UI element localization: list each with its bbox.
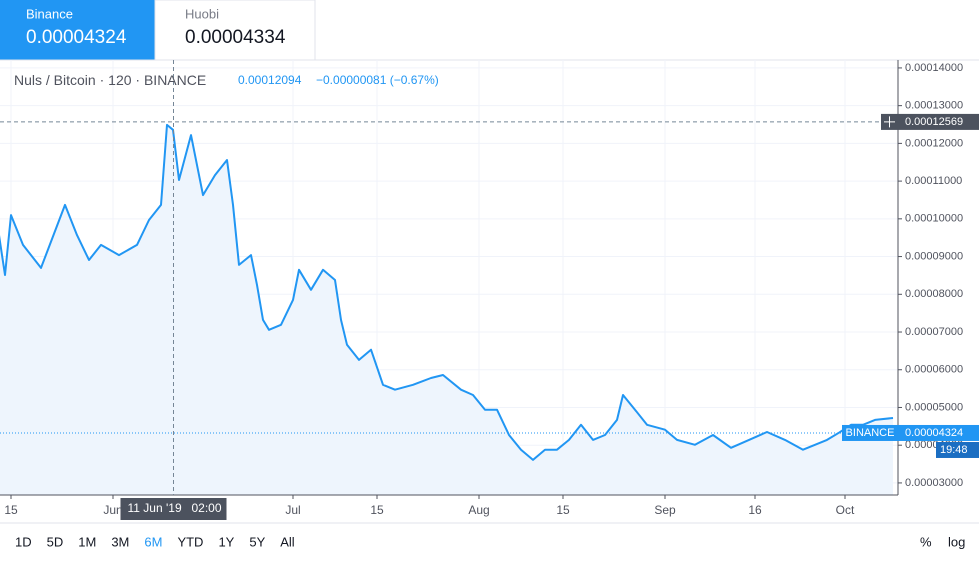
- range-button[interactable]: 5Y: [249, 534, 265, 549]
- range-button[interactable]: All: [280, 534, 295, 549]
- crosshair-price-label: 0.00012569: [905, 116, 963, 128]
- current-time-label: 19:48: [940, 444, 968, 456]
- legend-last: 0.00012094: [238, 73, 302, 87]
- y-tick-label: 0.00003000: [905, 477, 963, 489]
- y-tick-label: 0.00007000: [905, 326, 963, 338]
- exchange-label: BINANCE: [846, 427, 895, 439]
- tab-price: 0.00004324: [26, 27, 127, 48]
- x-tick-label: Oct: [836, 503, 855, 517]
- y-tick-label: 0.00012000: [905, 137, 963, 149]
- y-tick-label: 0.00009000: [905, 250, 963, 262]
- x-tick-label: Aug: [468, 503, 489, 517]
- crosshair-date-label: 11 Jun '19: [128, 501, 182, 515]
- current-time-bg: [936, 441, 979, 458]
- y-tick-label: 0.00014000: [905, 62, 963, 74]
- crosshair-date-bg: [120, 498, 227, 520]
- percent-toggle[interactable]: %: [920, 534, 932, 549]
- y-tick-label: 0.00008000: [905, 288, 963, 300]
- range-button[interactable]: 5D: [47, 534, 64, 549]
- x-tick-label: 15: [556, 503, 570, 517]
- x-tick-label: Jul: [285, 503, 300, 517]
- current-price-bg: [898, 424, 979, 441]
- y-tick-label: 0.00013000: [905, 100, 963, 112]
- tab-price: 0.00004334: [185, 27, 286, 48]
- tab-active[interactable]: [0, 0, 155, 60]
- tab[interactable]: [154, 0, 316, 61]
- range-button[interactable]: 6M: [144, 534, 162, 549]
- x-tick-label: 15: [4, 503, 18, 517]
- x-tick-label: 16: [748, 503, 762, 517]
- current-price-label: 0.00004324: [905, 427, 963, 439]
- legend-change: −0.00000081 (−0.67%): [316, 73, 439, 87]
- crosshair-add[interactable]: [884, 116, 895, 128]
- tab-name: Huobi: [185, 6, 219, 21]
- tab-name: Binance: [26, 6, 73, 21]
- log-toggle[interactable]: log: [948, 534, 965, 549]
- range-button[interactable]: 3M: [111, 534, 129, 549]
- area-fill: [0, 124, 893, 495]
- price-line: [0, 123, 894, 461]
- legend-symbol: Nuls / Bitcoin · 120 · BINANCE: [14, 72, 206, 88]
- y-tick-label: 0.00006000: [905, 364, 963, 376]
- range-button[interactable]: 1M: [78, 534, 96, 549]
- crosshair-price-bg: [898, 113, 979, 130]
- range-button[interactable]: 1Y: [218, 534, 234, 549]
- x-tick-label: Jun: [103, 503, 122, 517]
- y-tick-label: 0.00011000: [905, 175, 962, 187]
- y-tick-label: 0.00005000: [905, 401, 963, 413]
- x-tick-label: Sep: [654, 503, 676, 517]
- exchange-label-bg: [842, 424, 898, 441]
- range-button[interactable]: YTD: [177, 534, 203, 549]
- crosshair-time-label: 02:00: [192, 501, 222, 515]
- x-tick-label: 15: [370, 503, 384, 517]
- y-tick-label: 0.00010000: [905, 213, 963, 225]
- range-button[interactable]: 1D: [15, 534, 32, 549]
